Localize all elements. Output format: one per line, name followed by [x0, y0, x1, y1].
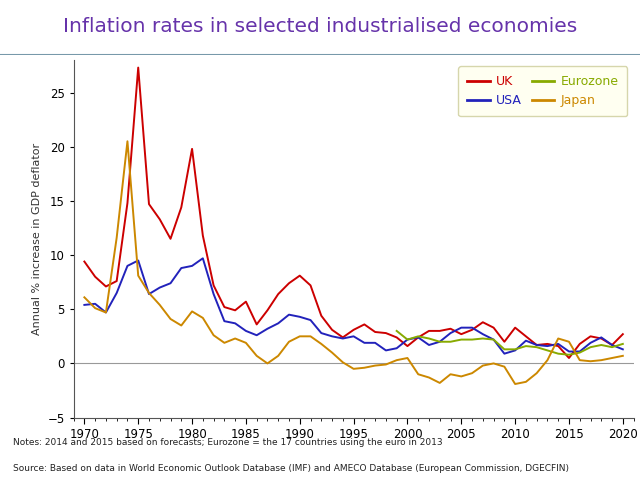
Text: Notes: 2014 and 2015 based on forecasts; Eurozone = the 17 countries using the e: Notes: 2014 and 2015 based on forecasts;…	[13, 438, 442, 447]
Text: Source: Based on data in World Economic Outlook Database (IMF) and AMECO Databas: Source: Based on data in World Economic …	[13, 464, 569, 473]
Legend: UK, USA, Eurozone, Japan: UK, USA, Eurozone, Japan	[458, 66, 627, 116]
Text: Inflation rates in selected industrialised economies: Inflation rates in selected industrialis…	[63, 17, 577, 36]
Y-axis label: Annual % increase in GDP deflator: Annual % increase in GDP deflator	[32, 143, 42, 335]
